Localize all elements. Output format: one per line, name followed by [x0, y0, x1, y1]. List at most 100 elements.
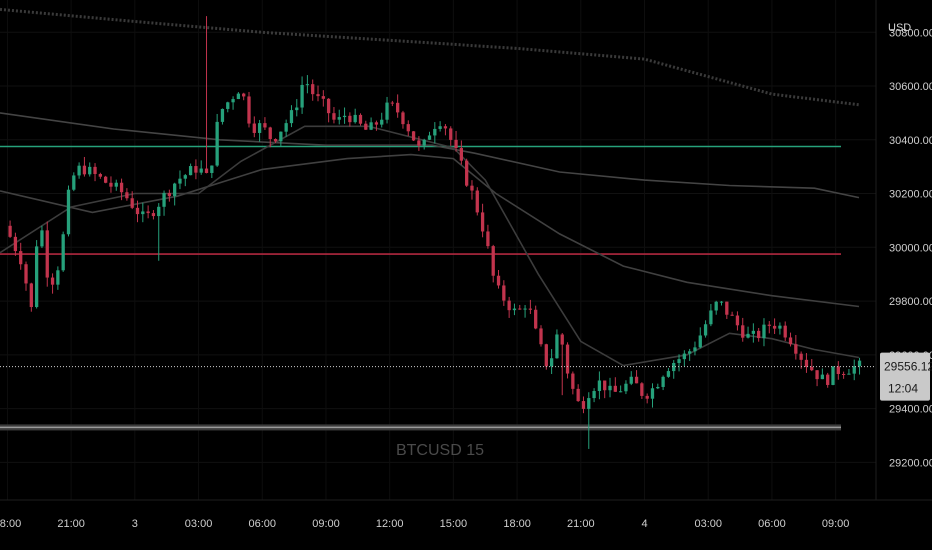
candle-body — [34, 246, 39, 308]
candle-body — [438, 126, 442, 129]
candle-body — [815, 370, 819, 380]
candle-body — [767, 324, 771, 326]
candle-body — [783, 325, 787, 338]
candle-body — [826, 374, 830, 385]
candle-body — [645, 395, 649, 399]
candle-body — [417, 140, 421, 146]
candle-body — [374, 122, 379, 125]
candle-body — [45, 230, 49, 278]
candle-body — [496, 275, 501, 286]
time-tick-label: 09:00 — [312, 518, 340, 530]
candle-body — [804, 359, 809, 367]
candle-body — [449, 128, 453, 140]
time-tick-label: 03:00 — [694, 518, 722, 530]
candle-body — [613, 385, 617, 392]
candle-body — [560, 334, 564, 345]
candle-body — [528, 308, 533, 310]
candle-body — [204, 168, 209, 173]
price-tick-label: 30200.00 — [889, 189, 932, 201]
candle-body — [433, 128, 437, 136]
candle-body — [799, 353, 803, 360]
candle-body — [847, 373, 851, 375]
candle-body — [624, 383, 628, 392]
time-axis[interactable]: 18:00 21:00 3 03:00 06:00 09:00 12:00 15:00 18:0… — [0, 499, 932, 530]
candle-body — [735, 315, 740, 326]
candle-body — [725, 301, 729, 315]
candle-body — [305, 84, 310, 86]
candle-body — [730, 314, 734, 316]
candle-body — [77, 165, 81, 176]
candle-body — [507, 300, 511, 311]
candle-body — [587, 398, 591, 409]
time-tick-label: 09:00 — [822, 518, 850, 530]
time-tick-label: 06:00 — [758, 518, 786, 530]
candle-body — [24, 264, 28, 284]
price-axis-unit: USD — [888, 22, 911, 34]
candle-body — [151, 213, 156, 217]
candle-body — [194, 166, 198, 173]
candle-body — [29, 283, 33, 308]
candle-body — [486, 231, 490, 247]
candle-body — [841, 373, 846, 375]
candle-body — [677, 359, 681, 364]
candle-body — [672, 363, 676, 372]
candle-body — [592, 391, 596, 399]
candle-body — [581, 401, 586, 409]
candle-body — [576, 388, 580, 402]
candle-body — [146, 211, 150, 214]
candle-body — [284, 123, 288, 132]
candle-body — [385, 102, 389, 120]
candle-body — [178, 178, 182, 184]
candle-body — [534, 309, 538, 329]
candle-body — [104, 176, 108, 183]
candle-body — [88, 166, 92, 175]
candle-body — [502, 285, 506, 301]
candle-body — [831, 366, 835, 385]
time-tick-label: 21:00 — [57, 518, 85, 530]
candle-body — [714, 301, 718, 311]
candle-body — [380, 119, 384, 125]
candle-body — [226, 102, 230, 109]
candle-body — [109, 182, 113, 187]
candle-body — [475, 190, 479, 213]
candle-body — [656, 386, 660, 389]
moving-average-line — [0, 7, 860, 107]
candle-body — [72, 175, 76, 190]
candle-body — [454, 139, 458, 149]
candle-body — [794, 344, 798, 354]
candle-body — [703, 324, 708, 336]
moving-averages — [0, 7, 860, 367]
candle-body — [618, 391, 623, 393]
candle-body — [342, 115, 347, 118]
candle-body — [597, 380, 602, 392]
candle-body — [141, 211, 145, 215]
candle-body — [523, 308, 527, 310]
candle-body — [50, 277, 55, 285]
candle-body — [311, 84, 315, 95]
candle-body — [411, 131, 416, 141]
candle-body — [480, 212, 485, 232]
candle-body — [693, 347, 697, 352]
time-tick-label: 12:00 — [376, 518, 404, 530]
candle-body — [268, 127, 272, 139]
price-tick-label: 30400.00 — [889, 135, 932, 147]
candle-body — [741, 325, 745, 338]
candle-body — [210, 165, 214, 173]
candle-body — [263, 123, 267, 128]
candle-body — [634, 376, 639, 384]
candle-body — [396, 102, 400, 113]
candle-body — [332, 113, 336, 120]
candle-body — [220, 108, 225, 122]
candle-body — [125, 192, 129, 199]
candle-body — [348, 115, 352, 123]
candle-body — [459, 148, 464, 161]
time-tick-label: 18:00 — [503, 518, 531, 530]
candle-body — [640, 383, 644, 396]
candle-body — [544, 344, 548, 367]
candle-body — [406, 124, 410, 132]
candle-body — [173, 183, 177, 197]
candle-body — [772, 325, 777, 329]
